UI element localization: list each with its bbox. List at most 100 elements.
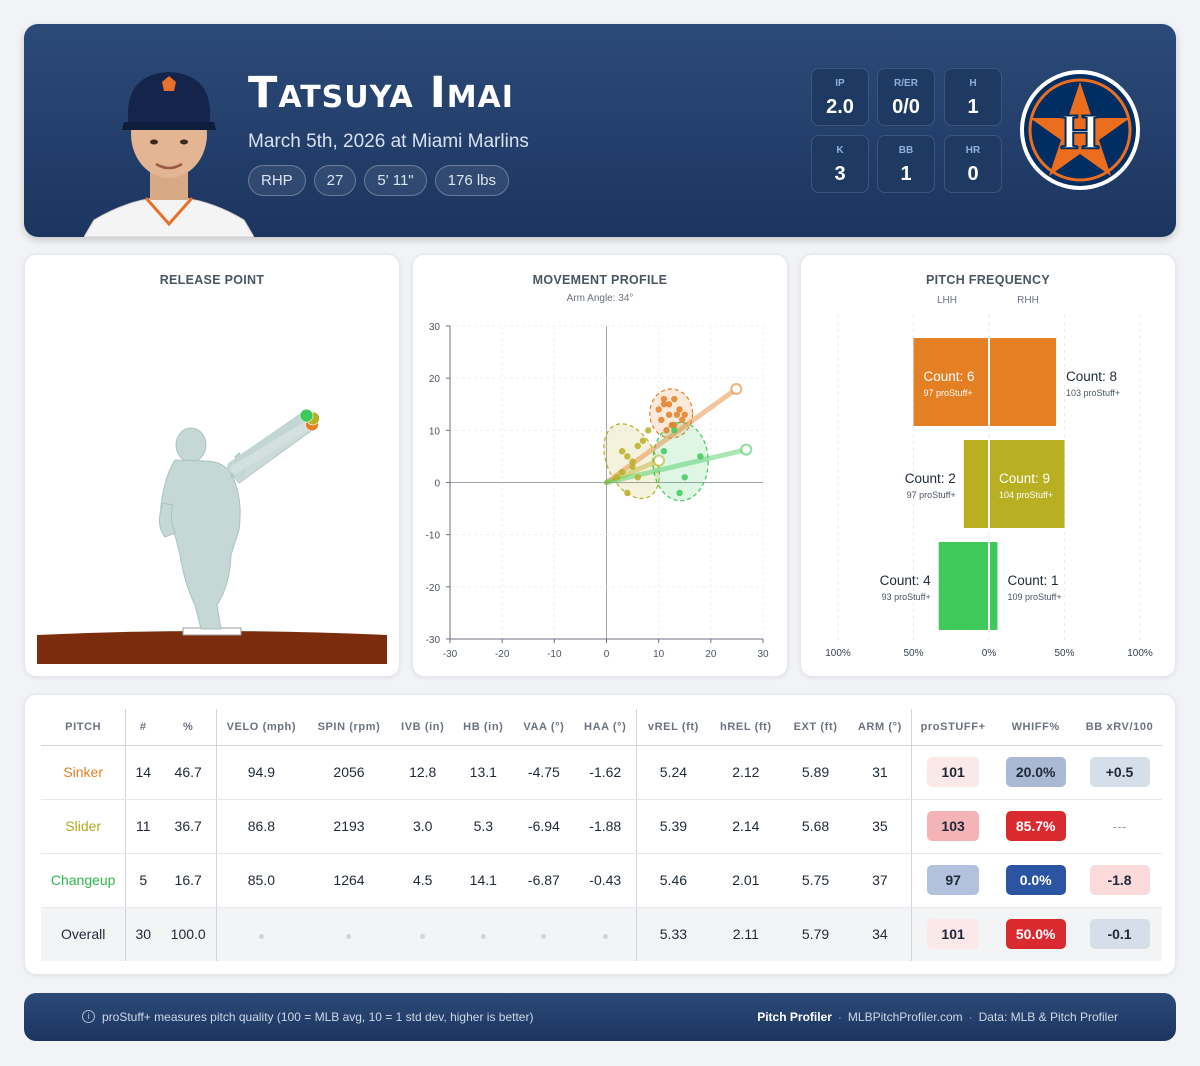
movement-point-changeup bbox=[671, 427, 678, 434]
metric-cell: 5 bbox=[125, 853, 161, 908]
metric-cell: 1264 bbox=[305, 853, 393, 908]
metric-cell: 5.39 bbox=[636, 799, 710, 854]
frequency-tick-label: 100% bbox=[1127, 648, 1153, 659]
metric-cell bbox=[453, 907, 514, 961]
movement-profile-panel: MOVEMENT PROFILE Arm Angle: 34° -30 -20 -1… bbox=[412, 254, 788, 677]
stat-hr: HR 0 bbox=[944, 135, 1002, 193]
movement-point-slider bbox=[634, 442, 641, 450]
movement-point-changeup bbox=[681, 474, 688, 481]
metric-cell: 4.5 bbox=[392, 853, 453, 908]
footer-site-link[interactable]: MLBPitchProfiler.com bbox=[847, 1010, 963, 1024]
movement-point-slider bbox=[639, 437, 647, 444]
table-row: Sinker 14 46.7 94.9 2056 12.8 13.1 -4.75 -1.62 5.… bbox=[41, 745, 1162, 800]
stat-value: 0/0 bbox=[892, 96, 920, 118]
x-tick-label: -30 bbox=[443, 649, 458, 660]
metric-cell bbox=[513, 907, 575, 961]
lhh-prostuff-label: 97 proStuff+ bbox=[924, 388, 973, 398]
metric-cell: 2.12 bbox=[709, 745, 783, 800]
stat-label: R/ER bbox=[894, 78, 918, 89]
metric-cell: -4.75 bbox=[513, 745, 575, 800]
metric-cell: 11 bbox=[125, 799, 161, 854]
stat-label: IP bbox=[835, 78, 845, 89]
x-tick-label: 0 bbox=[604, 649, 610, 660]
xrv-cell: --- bbox=[1077, 799, 1162, 854]
rhh-count-label: Count: 9 bbox=[999, 471, 1050, 486]
y-tick-label: 10 bbox=[429, 426, 441, 437]
metric-cell: 5.24 bbox=[636, 745, 710, 800]
movement-point-slider bbox=[645, 427, 652, 434]
y-tick-label: 30 bbox=[429, 322, 441, 333]
frequency-tick-label: 50% bbox=[1054, 648, 1074, 659]
empty-value-dot bbox=[480, 934, 486, 940]
pitch-name-cell: Changeup bbox=[41, 853, 127, 908]
xrv-badge: +0.5 bbox=[1089, 757, 1150, 787]
frequency-bar-lhh-changeup bbox=[938, 542, 989, 630]
chip-throws: RHP bbox=[248, 165, 306, 196]
chip-weight: 176 lbs bbox=[434, 165, 510, 196]
pitch-name-cell: Overall bbox=[41, 907, 127, 961]
chip-age: 27 bbox=[313, 165, 357, 196]
metric-cell: 2.11 bbox=[709, 907, 783, 961]
pitch-metrics-card: PITCH # % VELO (mph) SPIN (rpm) IVB (in)… bbox=[24, 694, 1176, 975]
arm-angle-endpoint-sinker bbox=[730, 383, 743, 396]
metric-cell: 3.0 bbox=[392, 799, 453, 854]
whiff-badge: 20.0% bbox=[1005, 757, 1066, 787]
footer-note: proStuff+ measures pitch quality (100 = … bbox=[102, 1010, 534, 1024]
prostuff-cell: 97 bbox=[911, 853, 995, 908]
whiff-cell: 0.0% bbox=[994, 853, 1078, 908]
metric-cell bbox=[392, 907, 453, 961]
metric-cell: 16.7 bbox=[160, 853, 218, 908]
frequency-bar-lhh-slider bbox=[963, 440, 989, 528]
metric-cell: -6.87 bbox=[513, 853, 575, 908]
chip-height: 5' 11" bbox=[364, 165, 427, 196]
movement-point-sinker bbox=[655, 406, 662, 413]
arm-angle-endpoint-changeup bbox=[740, 443, 753, 456]
y-tick-label: -10 bbox=[426, 531, 441, 542]
stat-label: K bbox=[836, 145, 844, 156]
stat-value: 2.0 bbox=[826, 96, 854, 118]
metric-cell: 94.9 bbox=[216, 745, 306, 800]
movement-point-sinker bbox=[673, 411, 681, 418]
y-tick-label: 20 bbox=[429, 374, 441, 385]
metric-cell: 5.79 bbox=[782, 907, 849, 961]
stat-label: HR bbox=[965, 145, 981, 156]
pitch-frequency-title: PITCH FREQUENCY bbox=[926, 273, 1050, 287]
metric-cell: 2056 bbox=[305, 745, 393, 800]
release-point-changeup bbox=[299, 408, 314, 423]
footer-brand: Pitch Profiler bbox=[757, 1010, 832, 1024]
footer-credits: Pitch Profiler · MLBPitchProfiler.com · Data… bbox=[757, 1010, 1118, 1024]
metric-cell bbox=[574, 907, 638, 961]
movement-ellipse-changeup bbox=[652, 421, 709, 502]
lhh-prostuff-label: 93 proStuff+ bbox=[882, 592, 931, 602]
pitch-metrics-table: PITCH # % VELO (mph) SPIN (rpm) IVB (in)… bbox=[41, 709, 1162, 961]
prostuff-badge: 103 bbox=[927, 811, 980, 841]
info-icon: i bbox=[82, 1010, 95, 1023]
metric-cell: 100.0 bbox=[160, 907, 218, 961]
movement-point-changeup bbox=[697, 453, 704, 460]
metric-cell: -6.94 bbox=[513, 799, 575, 854]
stat-bb: BB 1 bbox=[877, 135, 935, 193]
empty-value-dot bbox=[346, 934, 352, 940]
rhh-prostuff-label: 103 proStuff+ bbox=[1066, 388, 1120, 398]
table-row: Changeup 5 16.7 85.0 1264 4.5 14.1 -6.87 -0.43 5.… bbox=[41, 853, 1162, 908]
movement-point-slider bbox=[624, 453, 631, 460]
metric-cell bbox=[305, 907, 393, 961]
frequency-tick-label: 50% bbox=[903, 648, 923, 659]
movement-point-slider bbox=[629, 458, 636, 465]
metric-cell: 37 bbox=[848, 853, 912, 908]
footer-data-source: Data: MLB & Pitch Profiler bbox=[978, 1010, 1118, 1024]
pitch-frequency-panel: PITCH FREQUENCY LHH RHH 100% 50% 0% 50% 100% Co… bbox=[800, 254, 1176, 677]
player-header: Tatsuya Imai March 5th, 2026 at Miami Ma… bbox=[24, 24, 1176, 237]
metric-cell: 86.8 bbox=[216, 799, 306, 854]
whiff-badge: 50.0% bbox=[1005, 919, 1066, 950]
y-tick-label: 0 bbox=[434, 479, 440, 490]
stat-k: K 3 bbox=[811, 135, 869, 193]
movement-point-sinker bbox=[658, 416, 665, 424]
metric-cell: 5.3 bbox=[453, 799, 514, 854]
whiff-cell: 50.0% bbox=[994, 907, 1078, 961]
x-tick-label: 10 bbox=[653, 649, 665, 660]
stat-label: BB bbox=[898, 145, 914, 156]
rhh-prostuff-label: 109 proStuff+ bbox=[1007, 592, 1061, 602]
footer-separator: · bbox=[968, 1010, 973, 1024]
xrv-badge: -0.1 bbox=[1089, 919, 1150, 950]
